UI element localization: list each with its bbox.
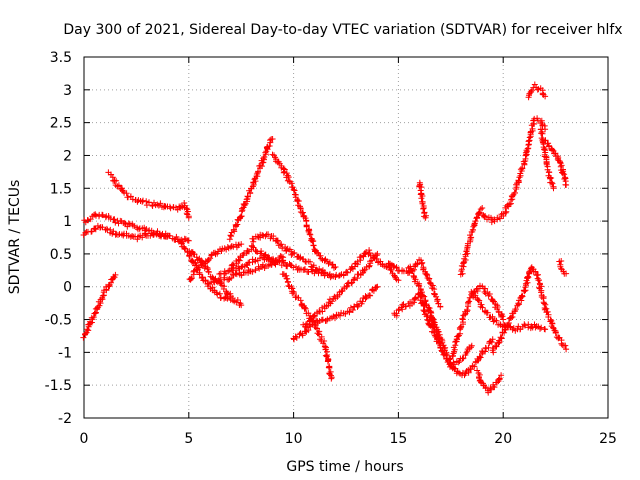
series-trace-28 bbox=[556, 258, 569, 277]
series-trace-32 bbox=[447, 283, 506, 362]
y-tick-label: -1 bbox=[58, 345, 72, 361]
y-tick-label: 0 bbox=[63, 280, 72, 296]
y-tick-label: -2 bbox=[58, 411, 72, 427]
y-tick-label: 1.5 bbox=[50, 181, 72, 197]
x-axis-label: GPS time / hours bbox=[286, 459, 403, 475]
y-tick-label: 3.5 bbox=[50, 50, 72, 66]
series-trace-25 bbox=[526, 82, 549, 101]
data-point-markers bbox=[270, 152, 339, 271]
x-tick-label: 20 bbox=[494, 431, 512, 447]
data-point-markers bbox=[458, 205, 485, 278]
grid-lines bbox=[84, 57, 608, 418]
series-trace-30 bbox=[490, 264, 569, 355]
data-point-markers bbox=[479, 115, 548, 225]
data-point-markers bbox=[556, 258, 569, 277]
series-trace-31 bbox=[468, 289, 548, 334]
data-point-markers bbox=[538, 126, 557, 191]
plot-frame bbox=[84, 57, 608, 418]
x-ticks: 0 5 10 15 20 25 bbox=[80, 57, 617, 447]
data-point-markers bbox=[447, 283, 506, 362]
series-trace-24 bbox=[479, 115, 548, 225]
y-tick-label: 0.5 bbox=[50, 247, 72, 263]
data-point-markers bbox=[526, 82, 549, 101]
data-point-markers bbox=[105, 169, 191, 220]
x-tick-label: 10 bbox=[285, 431, 303, 447]
y-tick-label: 3 bbox=[63, 83, 72, 99]
x-tick-label: 25 bbox=[599, 431, 617, 447]
series-trace-29 bbox=[474, 368, 504, 396]
data-point-markers bbox=[468, 289, 548, 334]
x-tick-label: 0 bbox=[80, 431, 89, 447]
data-marks bbox=[80, 82, 569, 396]
series-trace-13 bbox=[270, 152, 339, 271]
data-point-markers bbox=[416, 180, 429, 221]
series-trace-4 bbox=[105, 169, 191, 220]
series-trace-23 bbox=[458, 205, 485, 278]
y-tick-label: -1.5 bbox=[45, 378, 72, 394]
y-tick-label: -0.5 bbox=[45, 313, 72, 329]
x-tick-label: 15 bbox=[389, 431, 407, 447]
y-tick-label: 1 bbox=[63, 214, 72, 230]
y-tick-label: 2.5 bbox=[50, 116, 72, 132]
data-point-markers bbox=[474, 368, 504, 396]
series-trace-27 bbox=[538, 126, 557, 191]
series-trace-21 bbox=[405, 264, 474, 370]
chart-title: Day 300 of 2021, Sidereal Day-to-day VTE… bbox=[63, 22, 622, 38]
series-trace-8 bbox=[227, 136, 276, 242]
data-point-markers bbox=[490, 264, 569, 355]
series-trace-3 bbox=[80, 272, 118, 341]
y-axis-label: SDTVAR / TECUs bbox=[7, 180, 23, 295]
data-point-markers bbox=[405, 264, 474, 370]
y-tick-label: 2 bbox=[63, 148, 72, 164]
x-tick-label: 5 bbox=[184, 431, 193, 447]
data-point-markers bbox=[227, 136, 276, 242]
sdtvar-chart: Day 300 of 2021, Sidereal Day-to-day VTE… bbox=[0, 0, 640, 480]
data-point-markers bbox=[80, 272, 118, 341]
series-trace-19 bbox=[416, 180, 429, 221]
